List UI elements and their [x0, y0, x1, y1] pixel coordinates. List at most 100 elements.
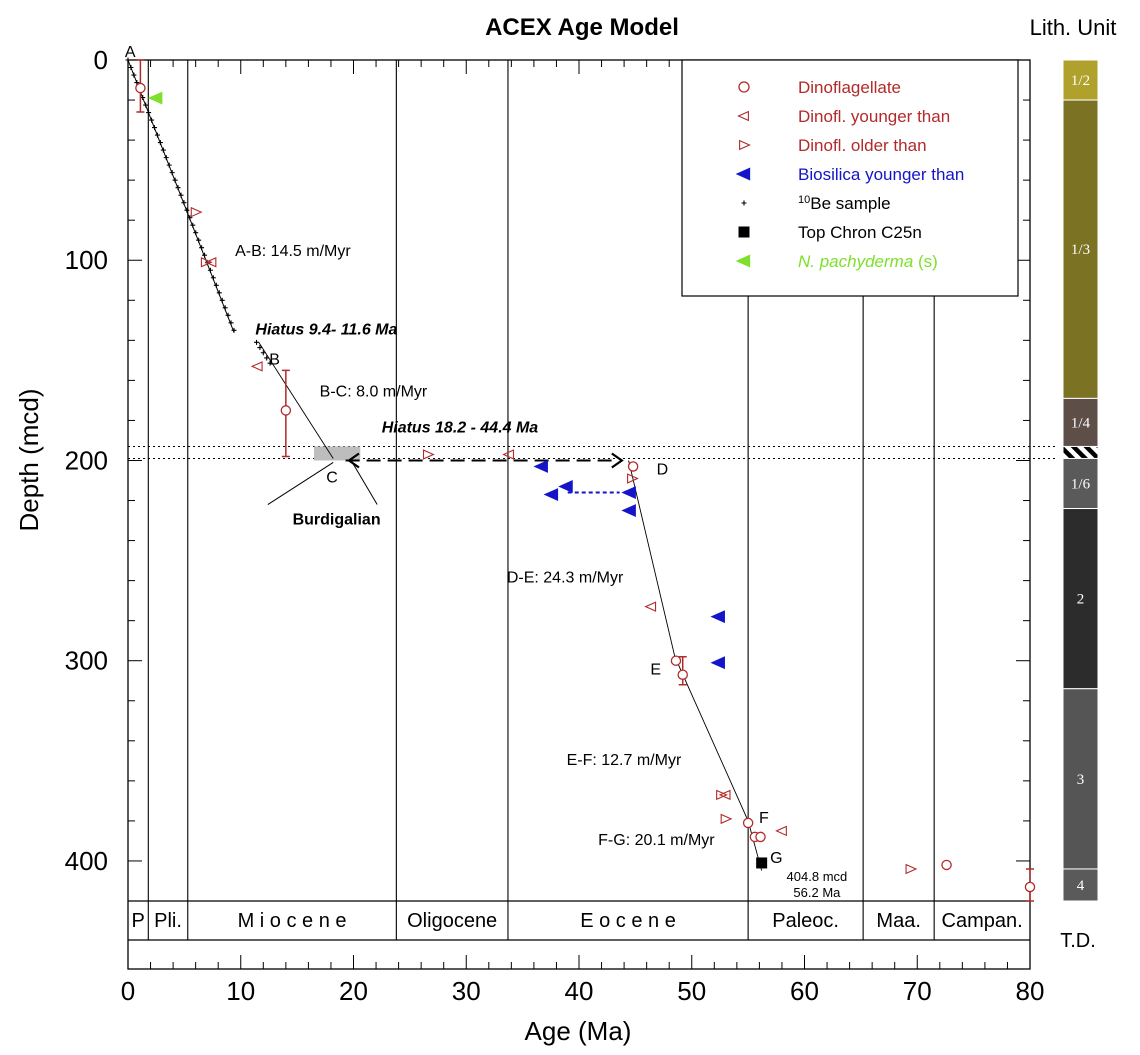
dinofl-younger-point: [718, 789, 731, 801]
rate-label-ef: E-F: 12.7 m/Myr: [567, 752, 682, 769]
legend-label: Dinoflagellate: [798, 78, 901, 97]
x-tick-label: 40: [565, 976, 594, 1006]
be10-sample-point: [154, 132, 160, 138]
lith-unit-label: 1/4: [1071, 415, 1091, 431]
y-tick-label: 300: [65, 646, 108, 676]
be10-sample-point: [207, 267, 213, 273]
lith-unit-label: 3: [1077, 772, 1085, 788]
be10-sample-point: [166, 162, 172, 168]
be10-sample-point: [128, 65, 134, 71]
dinoflagellate-point: [1024, 881, 1036, 893]
dinoflagellate-point: [627, 461, 639, 472]
be10-sample-point: [228, 320, 234, 326]
dinofl-older-point: [422, 449, 435, 460]
biosilica-younger-point: [533, 460, 548, 473]
x-tick-label: 50: [677, 976, 706, 1006]
legend-marker: [741, 200, 747, 206]
legend-marker: [738, 226, 750, 238]
hiatus-arrow-head-left: [347, 452, 360, 469]
be10-sample-point: [125, 57, 131, 63]
rate-label-bc: B-C: 8.0 m/Myr: [320, 383, 428, 400]
biosilica-younger-point: [710, 656, 725, 670]
x-tick-label: 60: [790, 976, 819, 1006]
legend-label: Dinofl. older than: [798, 136, 927, 155]
n-pachyderma-point: [147, 91, 163, 105]
lith-unit-block: [1062, 457, 1099, 510]
dinofl-older-point: [720, 813, 733, 825]
biosilica-younger-point: [558, 480, 573, 493]
be10-sample-point: [181, 200, 187, 206]
be10-sample-point: [196, 237, 202, 243]
lith-unit-title: Lith. Unit: [1030, 15, 1117, 40]
x-tick-label: 0: [121, 976, 135, 1006]
be10-sample-point: [184, 207, 190, 213]
top-chron-point: [756, 857, 768, 869]
legend-marker: [738, 81, 750, 93]
legend-label: Top Chron C25n: [798, 223, 922, 242]
be10-sample-point: [213, 282, 219, 288]
hiatus-arrow-head-right: [611, 452, 624, 469]
be10-sample-point: [157, 140, 163, 146]
legend-marker: [735, 167, 751, 181]
age-model-line-segment: [628, 460, 763, 871]
biosilica-younger-point: [710, 610, 725, 624]
dinoflagellate-point: [742, 817, 754, 829]
biosilica-younger-point: [621, 486, 636, 499]
biosilica-younger-point: [543, 488, 559, 501]
be10-sample-point: [267, 360, 273, 366]
biosilica-younger-point: [621, 504, 636, 517]
be10-sample-point: [254, 339, 260, 345]
be10-sample-point: [260, 350, 266, 356]
hiatus-label-2: Hiatus 18.2 - 44.4 Ma: [382, 419, 539, 436]
top-chron-depth-label: 404.8 mcd: [787, 869, 848, 884]
point-label-c: C: [326, 470, 338, 487]
dinoflagellate-point: [677, 669, 688, 680]
y-tick-label: 100: [65, 245, 108, 275]
dinofl-younger-point: [502, 449, 515, 460]
legend-marker: [735, 254, 751, 268]
be10-sample-point: [175, 185, 181, 191]
lith-unit-label: 1/6: [1071, 477, 1091, 493]
lith-unit-block: [1062, 445, 1099, 459]
dinoflagellate-point: [135, 82, 146, 94]
dinoflagellate-point: [941, 859, 952, 871]
legend-box: [681, 59, 1019, 297]
be10-sample-point: [225, 312, 231, 318]
epoch-label: M i o c e n e: [238, 910, 347, 932]
lith-unit-block: [1062, 868, 1099, 902]
be10-sample-point: [190, 222, 196, 228]
be10-sample-point: [202, 252, 208, 258]
burdigalian-box: [314, 446, 361, 461]
legend-label: N. pachyderma (s): [798, 252, 938, 271]
rate-label-fg: F-G: 20.1 m/Myr: [598, 832, 715, 849]
dinofl-older-point: [200, 256, 213, 268]
x-tick-label: 10: [226, 976, 255, 1006]
lith-unit-label: 2: [1077, 592, 1085, 608]
dinoflagellate-point: [755, 831, 766, 843]
be10-sample-point: [257, 345, 263, 351]
dinofl-older-point: [716, 789, 728, 801]
epoch-label: Pli.: [154, 910, 182, 932]
lith-unit-footer: T.D.: [1060, 930, 1096, 952]
be10-sample-point: [178, 192, 184, 198]
legend-label: Dinofl. younger than: [798, 107, 950, 126]
be10-sample-point: [146, 110, 152, 116]
x-tick-label: 80: [1016, 976, 1045, 1006]
dinofl-younger-point: [775, 825, 787, 837]
dinofl-younger-point: [250, 361, 263, 372]
lith-unit-label: 1/3: [1071, 242, 1090, 258]
x-axis-label: Age (Ma): [525, 1016, 632, 1046]
x-tick-label: 20: [339, 976, 368, 1006]
dinofl-younger-point: [644, 601, 657, 612]
dinoflagellate-point: [670, 655, 682, 666]
top-chron-age-label: 56.2 Ma: [793, 885, 841, 900]
epoch-label: P: [131, 910, 144, 932]
epoch-label: Maa.: [876, 910, 920, 932]
dinoflagellate-point: [280, 405, 292, 416]
rate-label-de: D-E: 24.3 m/Myr: [507, 570, 624, 587]
point-label-f: F: [759, 810, 769, 827]
legend-marker: [739, 139, 751, 151]
point-label-b: B: [269, 351, 280, 368]
be10-sample-point: [193, 230, 199, 236]
